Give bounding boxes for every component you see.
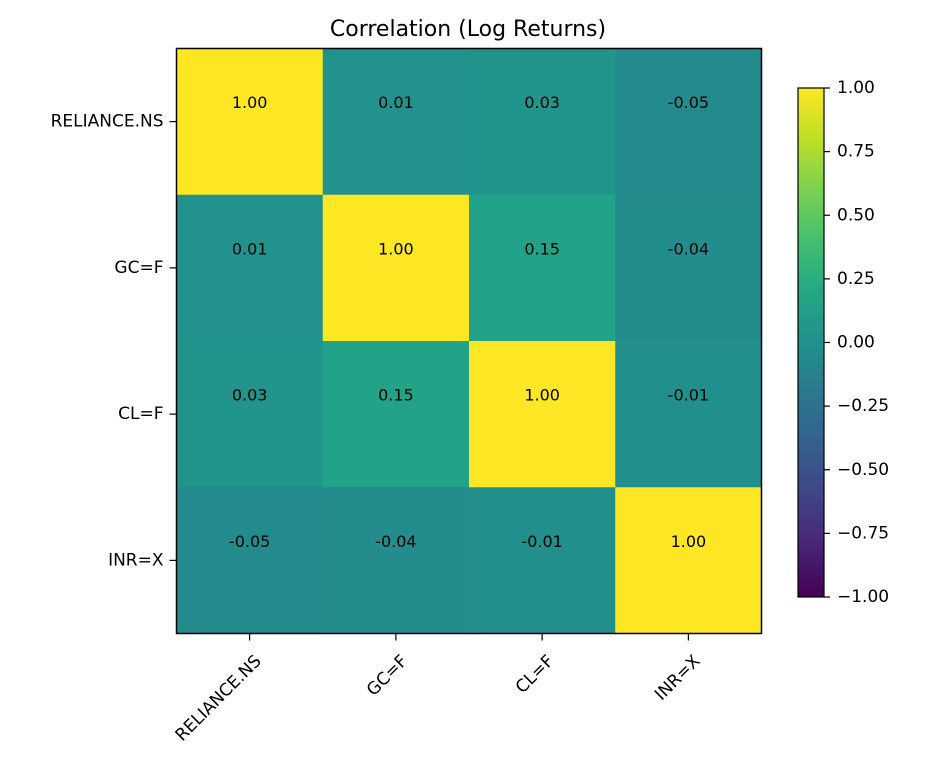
colorbar-tick-label: 1.00 <box>837 78 875 98</box>
colorbar-tick-label: −0.75 <box>837 523 889 543</box>
cell-value-label: -0.04 <box>375 532 416 551</box>
heatmap-cell <box>176 48 324 196</box>
heatmap-cell <box>176 487 324 634</box>
y-tick-label: CL=F <box>118 404 163 424</box>
y-tick-label: GC=F <box>114 258 163 278</box>
heatmap-cell <box>615 341 762 488</box>
heatmap-cell <box>469 48 616 196</box>
plot-frame <box>175 47 763 635</box>
heatmap-cell <box>615 194 762 342</box>
y-tick-label: INR=X <box>108 550 164 570</box>
cell-value-label: 1.00 <box>671 532 707 551</box>
colorbar-tick-label: −0.25 <box>837 396 889 416</box>
cell-value-label: 0.15 <box>524 239 560 258</box>
colorbar-tick-label: 0.00 <box>837 333 875 353</box>
cell-value-label: -0.05 <box>229 532 270 551</box>
x-tick-label: INR=X <box>651 651 705 705</box>
colorbar: 1.00 0.75 0.50 0.25 0.00 −0.25 −0.50 −0.75 −1.00 <box>797 78 889 607</box>
y-tick-label: RELIANCE.NS <box>51 112 164 132</box>
heatmap-cell <box>469 194 616 342</box>
heatmap-cells <box>176 48 762 634</box>
cell-value-label: -0.05 <box>668 93 709 112</box>
heatmap-cell <box>615 48 762 196</box>
heatmap-cell <box>322 487 470 634</box>
cell-value-label: -0.01 <box>521 532 562 551</box>
x-tick-label: CL=F <box>512 651 558 697</box>
cell-value-label: -0.04 <box>668 239 709 258</box>
cell-value-label: 0.03 <box>232 386 268 405</box>
x-tick-label: RELIANCE.NS <box>172 651 266 745</box>
cell-value-label: 1.00 <box>232 93 268 112</box>
cell-value-label: 0.03 <box>524 93 560 112</box>
cell-value-label: -0.01 <box>668 386 709 405</box>
heatmap-cell <box>322 194 470 342</box>
colorbar-gradient <box>798 88 824 597</box>
y-axis-ticks: RELIANCE.NS GC=F CL=F INR=X <box>51 112 177 570</box>
heatmap-cell <box>469 341 616 488</box>
x-tick-label: GC=F <box>363 651 412 700</box>
cell-value-label: 1.00 <box>378 239 414 258</box>
heatmap-cell <box>322 48 470 196</box>
heatmap-cell <box>615 487 762 634</box>
x-axis-ticks: RELIANCE.NS GC=F CL=F INR=X <box>172 633 705 745</box>
heatmap-cell <box>176 341 324 488</box>
cell-value-label: 1.00 <box>524 386 560 405</box>
cell-value-label: 0.15 <box>378 386 414 405</box>
colorbar-tick-label: −0.50 <box>837 460 889 480</box>
colorbar-tick-label: 0.50 <box>837 205 875 225</box>
colorbar-tick-label: 0.25 <box>837 269 875 289</box>
heatmap-cell <box>322 341 470 488</box>
cell-value-label: 0.01 <box>378 93 414 112</box>
colorbar-tick-label: −1.00 <box>837 587 889 607</box>
colorbar-ticks: 1.00 0.75 0.50 0.25 0.00 −0.25 −0.50 −0.75 −1.00 <box>824 78 889 607</box>
colorbar-tick-label: 0.75 <box>837 142 875 162</box>
heatmap-cell <box>176 194 324 342</box>
cell-value-label: 0.01 <box>232 239 268 258</box>
heatmap-cell-labels: 1.00 0.01 0.03 -0.05 0.01 1.00 0.15 -0.04 0.03 0.… <box>229 93 709 551</box>
heatmap-cell <box>469 487 616 634</box>
chart-title: Correlation (Log Returns) <box>330 17 606 42</box>
